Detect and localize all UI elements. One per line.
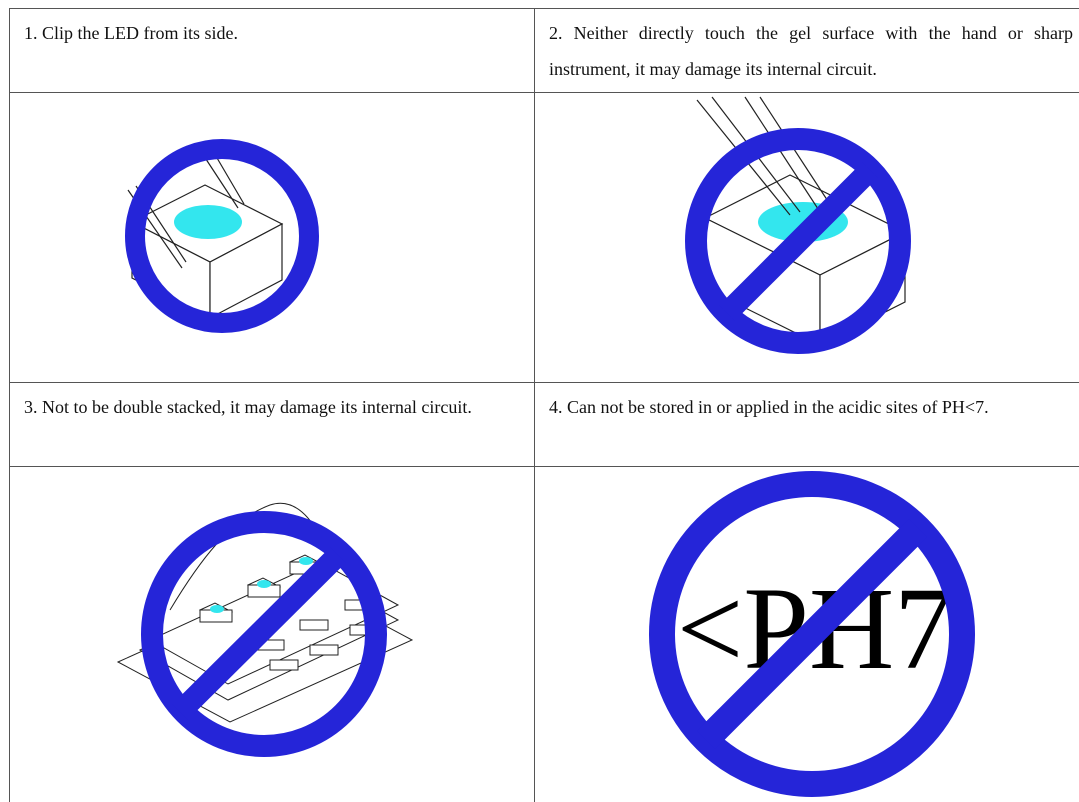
border [9,382,1079,383]
illustration-no-touch [685,96,911,354]
illustration-clip-side [125,139,319,333]
border [9,8,10,802]
instruction: 3. Not to be double stacked, it may dama… [24,397,472,417]
illustration-no-acid: <PH7 [649,471,975,797]
border [9,466,1079,467]
instruction: 2. Neither directly touch the gel surfac… [549,23,1073,79]
illustration-no-stack [116,502,414,757]
border [534,8,535,802]
border [9,92,1079,93]
instruction: 4. Can not be stored in or applied in th… [549,397,989,417]
border [9,8,1079,9]
instruction: 1. Clip the LED from its side. [24,23,238,43]
